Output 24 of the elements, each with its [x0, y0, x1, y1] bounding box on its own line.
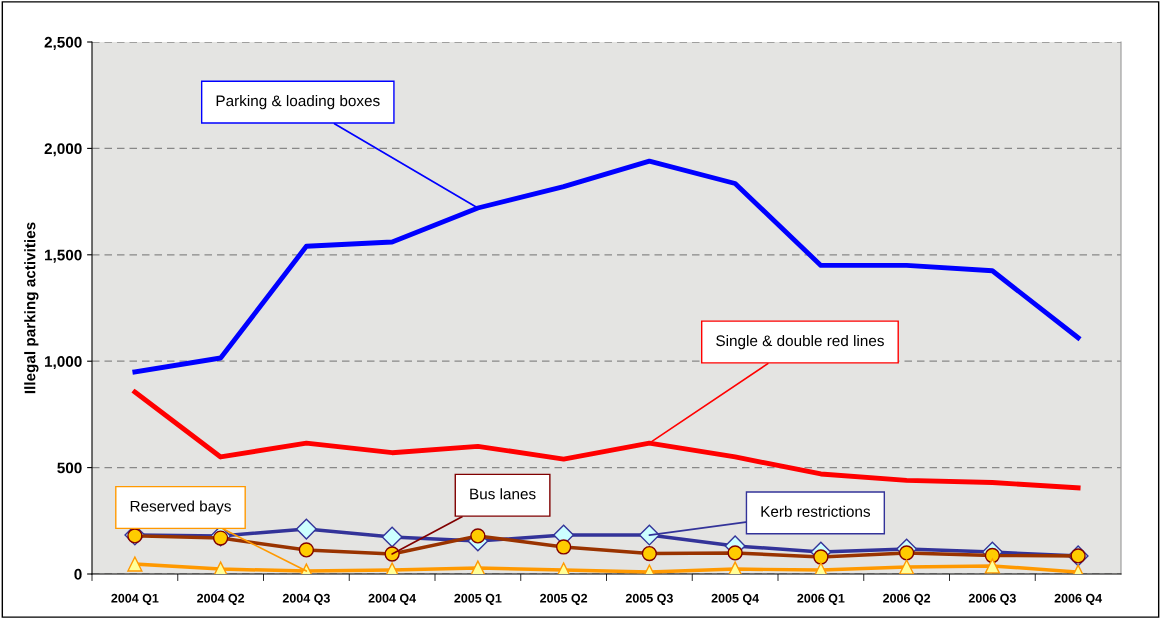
y-tick-label: 500 [57, 462, 82, 474]
x-tick-label: 2005 Q4 [711, 593, 760, 605]
x-tick-label: 2006 Q1 [797, 593, 845, 605]
annotation: Reserved bays [130, 500, 231, 515]
x-tick-label: 2005 Q2 [540, 593, 588, 605]
annotation: Single & double red lines [716, 334, 884, 350]
x-tick-label: 2004 Q3 [282, 593, 330, 605]
annotation: Bus lanes [470, 488, 536, 500]
y-tick-label: 2,500 [44, 36, 82, 50]
annotation: Parking & loading boxes [216, 95, 380, 110]
x-tick-label: 2006 Q3 [968, 593, 1016, 605]
y-tick-label: 1,000 [45, 356, 82, 370]
x-tick-label: 2006 Q2 [883, 593, 931, 605]
annotation: Kerb restrictions [761, 505, 871, 517]
x-tick-label: 2005 Q3 [625, 593, 673, 605]
y-tick-label: 0 [74, 568, 82, 580]
y-tick-label: 2,000 [44, 143, 82, 157]
x-tick-label: 2004 Q4 [368, 593, 417, 605]
y-tick-label: 1,500 [45, 249, 82, 263]
x-tick-label: 2005 Q1 [454, 593, 502, 605]
x-tick-label: 2004 Q2 [197, 593, 245, 605]
x-tick-label: 2006 Q4 [1054, 593, 1103, 605]
x-tick-label: 2004 Q1 [111, 593, 159, 605]
y-axis-title: Illegal parking activities [24, 222, 39, 394]
